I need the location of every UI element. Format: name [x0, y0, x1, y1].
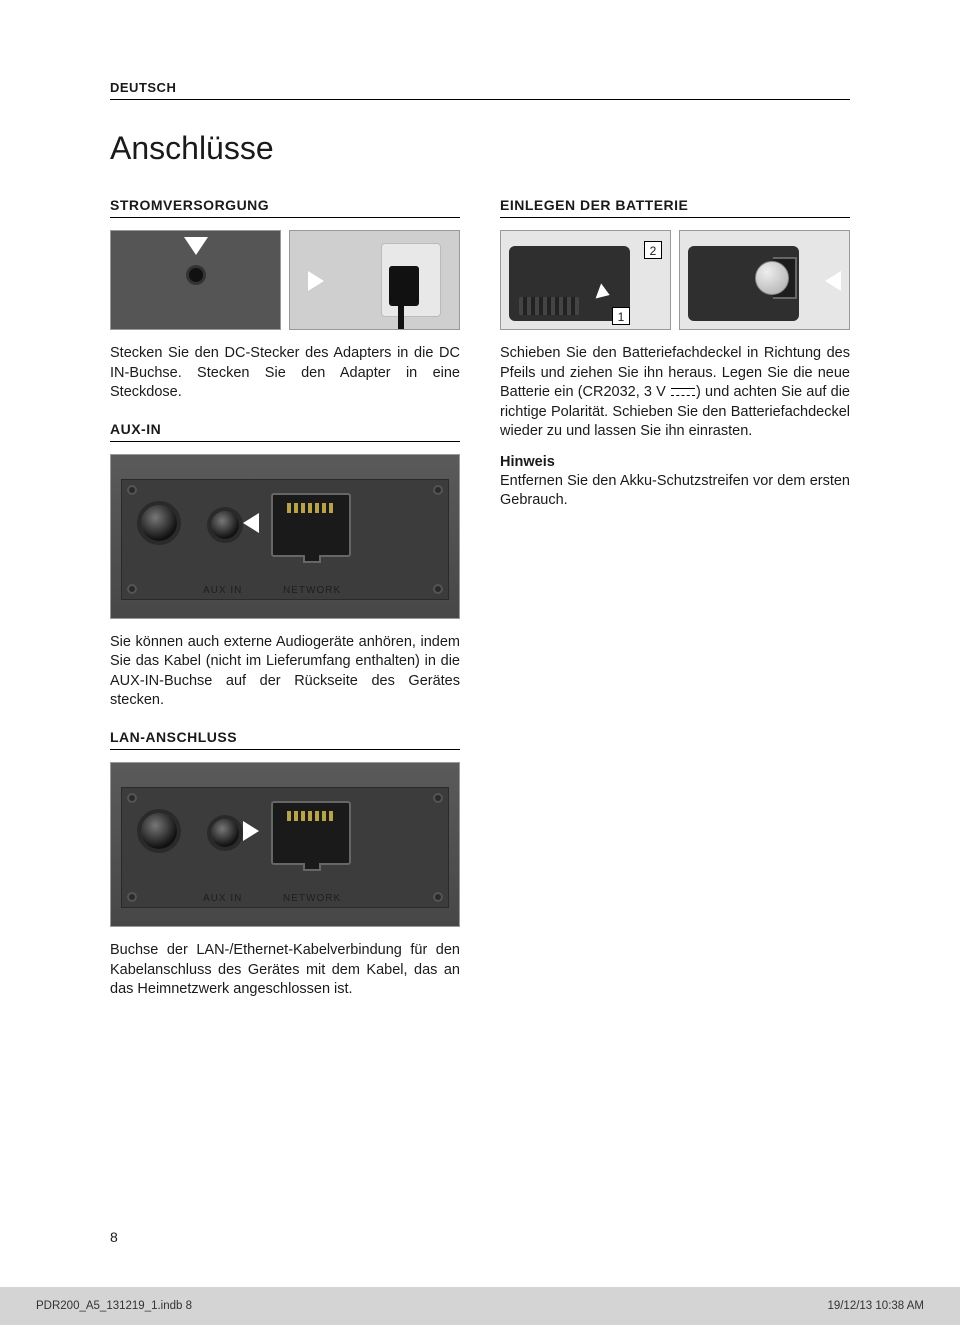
power-heading: STROMVERSORGUNG	[110, 197, 460, 218]
lan-panel-image: AUX IN NETWORK	[110, 762, 460, 927]
right-column: EINLEGEN DER BATTERIE 1 2 Schieben S	[500, 197, 850, 1010]
left-column: STROMVERSORGUNG Stecken Sie den DC-Steck…	[110, 197, 460, 1010]
arrow-down-icon	[184, 237, 208, 255]
note-label: Hinweis	[500, 454, 850, 470]
page-number: 8	[110, 1229, 118, 1245]
battery-text: Schieben Sie den Batteriefachdeckel in R…	[500, 344, 850, 442]
arrow-right-icon	[243, 821, 259, 841]
callout-1: 1	[612, 307, 630, 325]
dc-symbol-icon	[671, 387, 695, 397]
footer-file: PDR200_A5_131219_1.indb 8	[36, 1300, 192, 1312]
aux-panel-image: AUX IN NETWORK	[110, 454, 460, 619]
headphone-jack-icon	[141, 813, 177, 849]
lan-heading: LAN-ANSCHLUSS	[110, 729, 460, 750]
aux-heading: AUX-IN	[110, 421, 460, 442]
note-text: Entfernen Sie den Akku-Schutzstreifen vo…	[500, 472, 850, 511]
arrow-right-icon	[308, 271, 324, 291]
battery-heading: EINLEGEN DER BATTERIE	[500, 197, 850, 218]
power-text: Stecken Sie den DC-Stecker des Adapters …	[110, 344, 460, 403]
language-label: DEUTSCH	[110, 80, 850, 100]
aux-jack-icon	[211, 819, 239, 847]
aux-jack-icon	[211, 511, 239, 539]
battery-image-1: 1 2	[500, 230, 671, 330]
power-image-1	[110, 230, 281, 330]
lan-text: Buchse der LAN-/Ethernet-Kabelverbindung…	[110, 941, 460, 1000]
callout-2: 2	[644, 241, 662, 259]
ethernet-port-icon	[271, 493, 351, 557]
footer-timestamp: 19/12/13 10:38 AM	[827, 1300, 924, 1312]
aux-text: Sie können auch externe Audiogeräte anhö…	[110, 633, 460, 711]
aux-port-label: AUX IN	[203, 893, 242, 904]
network-port-label: NETWORK	[283, 585, 341, 596]
network-port-label: NETWORK	[283, 893, 341, 904]
headphone-jack-icon	[141, 505, 177, 541]
footer-bar: PDR200_A5_131219_1.indb 8 19/12/13 10:38…	[0, 1287, 960, 1325]
aux-image-row: AUX IN NETWORK	[110, 454, 460, 619]
battery-image-row: 1 2	[500, 230, 850, 330]
arrow-left-icon	[825, 271, 841, 291]
arrow-left-icon	[243, 513, 259, 533]
power-image-2	[289, 230, 460, 330]
ethernet-port-icon	[271, 801, 351, 865]
page-title: Anschlüsse	[110, 130, 850, 167]
content-columns: STROMVERSORGUNG Stecken Sie den DC-Steck…	[110, 197, 850, 1010]
power-image-row	[110, 230, 460, 330]
battery-image-2	[679, 230, 850, 330]
manual-page: DEUTSCH Anschlüsse STROMVERSORGUNG	[0, 0, 960, 1010]
lan-image-row: AUX IN NETWORK	[110, 762, 460, 927]
coin-cell-icon	[755, 261, 789, 295]
aux-port-label: AUX IN	[203, 585, 242, 596]
